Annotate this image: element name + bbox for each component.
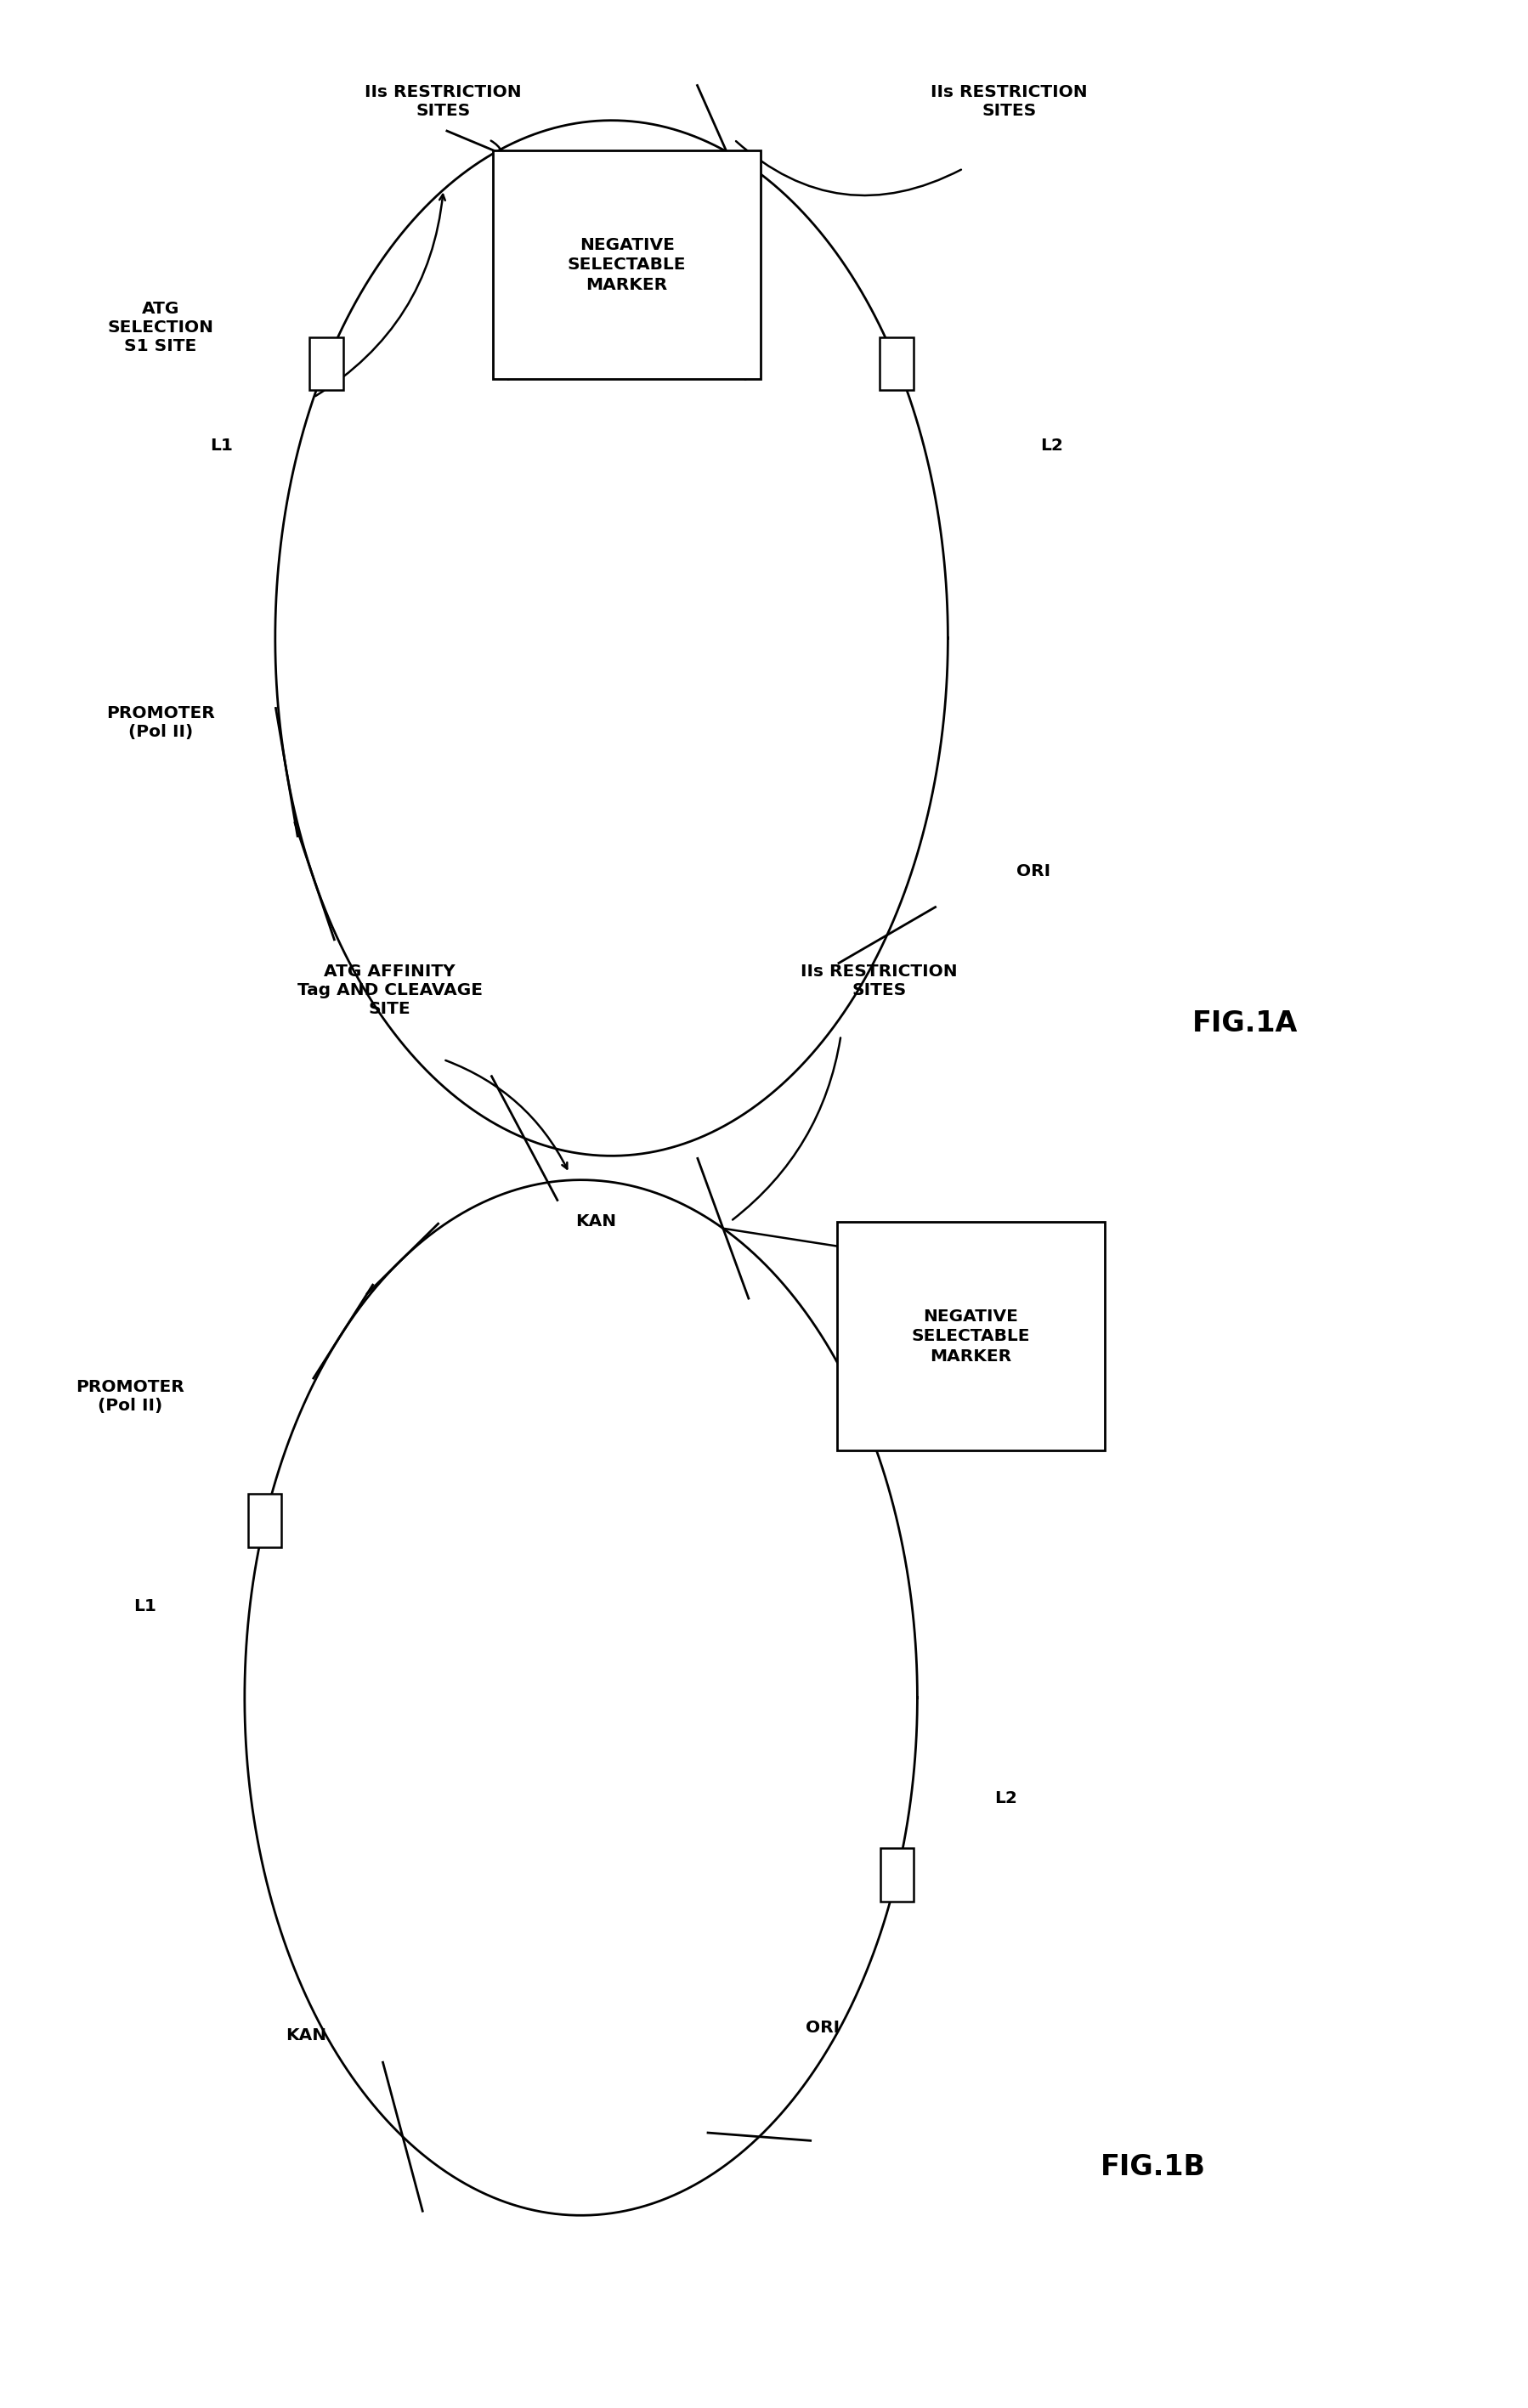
Text: PROMOTER
(Pol II): PROMOTER (Pol II) <box>75 1380 185 1413</box>
FancyBboxPatch shape <box>492 149 761 378</box>
Text: L1: L1 <box>211 438 232 453</box>
Text: PROMOTER
(Pol II): PROMOTER (Pol II) <box>105 706 215 739</box>
FancyBboxPatch shape <box>837 1221 1103 1450</box>
Text: ORI: ORI <box>805 2020 839 2035</box>
Bar <box>248 1493 281 1546</box>
Text: L1: L1 <box>134 1599 156 1613</box>
Text: FIG.1B: FIG.1B <box>1100 2153 1206 2182</box>
Text: L2: L2 <box>1041 438 1062 453</box>
Text: L2: L2 <box>995 1792 1016 1806</box>
Text: KAN: KAN <box>286 2028 325 2044</box>
Text: FIG.1A: FIG.1A <box>1192 1009 1297 1038</box>
Bar <box>880 337 914 390</box>
Text: ORI: ORI <box>1016 864 1050 879</box>
Text: NEGATIVE
SELECTABLE
MARKER: NEGATIVE SELECTABLE MARKER <box>567 236 686 294</box>
Text: IIs RESTRICTION
SITES: IIs RESTRICTION SITES <box>365 84 521 118</box>
Text: NEGATIVE
SELECTABLE
MARKER: NEGATIVE SELECTABLE MARKER <box>911 1308 1030 1365</box>
Text: ATG
SELECTION
S1 SITE: ATG SELECTION S1 SITE <box>107 301 214 354</box>
Text: IIs RESTRICTION
SITES: IIs RESTRICTION SITES <box>931 84 1086 118</box>
Text: ATG AFFINITY
Tag AND CLEAVAGE
SITE: ATG AFFINITY Tag AND CLEAVAGE SITE <box>296 963 483 1016</box>
Bar <box>309 337 342 390</box>
Bar <box>880 1849 914 1902</box>
Text: KAN: KAN <box>576 1214 616 1230</box>
Text: IIs RESTRICTION
SITES: IIs RESTRICTION SITES <box>801 963 957 997</box>
